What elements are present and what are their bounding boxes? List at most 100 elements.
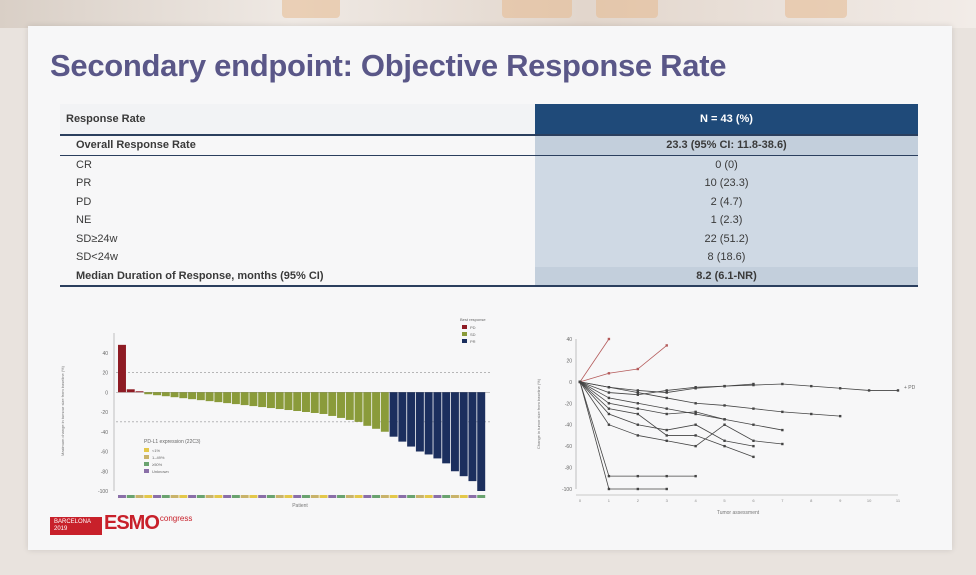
bar (284, 392, 293, 411)
bar (363, 392, 372, 426)
table-row: PD 2 (4.7) (60, 192, 918, 211)
table-row: SD<24w 8 (18.6) (60, 248, 918, 267)
logo-congress-text: congress (159, 514, 193, 523)
spider-chart: Change in tumor size from baseline (%)40… (536, 337, 916, 516)
x-tick-label: 9 (839, 498, 842, 503)
bar (205, 392, 214, 402)
pdl1-strip-cell (302, 495, 310, 498)
pdl1-strip-cell (407, 495, 416, 498)
bar (442, 392, 451, 464)
pdl1-strip-cell (293, 495, 302, 498)
bar (407, 392, 416, 447)
bar (275, 392, 284, 410)
series-point (607, 474, 611, 478)
bar (468, 392, 477, 482)
legend-title: Best response (460, 317, 486, 322)
pdl1-strip-cell (468, 495, 477, 498)
pdl1-strip-cell (266, 495, 275, 498)
series-point (636, 367, 640, 371)
bar (310, 392, 319, 413)
series-point (723, 384, 726, 388)
x-tick-label: 10 (867, 498, 872, 503)
header-label: Response Rate (60, 104, 535, 134)
table-row: Overall Response Rate 23.3 (95% CI: 11.8-… (60, 136, 918, 156)
bar (144, 392, 153, 395)
bar (328, 392, 337, 416)
series-point (607, 372, 611, 375)
pdl1-strip-cell (153, 495, 162, 498)
pdl1-strip-cell (188, 495, 197, 498)
x-tick-label: 6 (752, 498, 755, 503)
slide: Secondary endpoint: Objective Response R… (28, 26, 952, 550)
bar (266, 392, 275, 409)
pdl1-strip-cell (363, 495, 372, 498)
series-point (665, 428, 668, 432)
response-table: Response Rate N = 43 (%) Overall Respons… (60, 104, 918, 287)
series-point (723, 439, 726, 442)
series-point (636, 393, 640, 396)
inset-legend-swatch (144, 448, 149, 452)
series-point (694, 434, 697, 437)
row-label: CR (60, 155, 535, 174)
bar (214, 392, 223, 403)
row-value: 8 (18.6) (535, 248, 918, 267)
x-axis-label: Patient (292, 503, 308, 509)
bar (398, 392, 407, 442)
series-point (607, 402, 611, 405)
bar (424, 392, 433, 455)
series-point (665, 344, 668, 347)
bar (319, 392, 328, 414)
bar (477, 392, 486, 491)
table-row: Median Duration of Response, months (95%… (60, 266, 918, 287)
legend-label: PD (470, 325, 476, 330)
pdl1-strip-cell (337, 495, 346, 498)
pdl1-strip-cell (126, 495, 135, 498)
pdl1-strip-cell (380, 495, 389, 498)
y-tick-label: -20 (101, 410, 108, 416)
pdl1-strip-cell (459, 495, 468, 498)
row-label: SD<24w (60, 248, 535, 267)
legend-swatch (462, 332, 467, 336)
y-tick-label: -40 (101, 430, 108, 436)
table-row: CR 0 (0) (60, 155, 918, 174)
row-label: PR (60, 174, 535, 193)
pdl1-strip-cell (328, 495, 337, 498)
x-tick-label: 2 (637, 498, 640, 503)
bar (126, 389, 135, 393)
background-shape (785, 0, 847, 18)
spider-legend: + PD (904, 385, 916, 391)
row-value: 8.2 (6.1-NR) (535, 266, 918, 285)
series-line (579, 338, 610, 383)
pdl1-strip-cell (135, 495, 144, 498)
series-line (579, 381, 783, 447)
pdl1-strip-cell (275, 495, 284, 498)
y-tick-label: -100 (562, 487, 572, 493)
y-tick-label: 40 (566, 337, 572, 343)
y-tick-label: -80 (565, 466, 572, 472)
y-tick-label: -60 (101, 450, 108, 456)
background-shape (502, 0, 572, 18)
pdl1-strip-cell (433, 495, 442, 498)
pdl1-strip-cell (398, 495, 407, 498)
series-point (607, 396, 611, 400)
series-point (781, 382, 784, 386)
waterfall-chart: Maximum change in tumour size from basel… (60, 317, 490, 509)
bar (240, 392, 249, 406)
series-point (607, 391, 611, 394)
x-tick-label: 3 (666, 498, 669, 503)
series-point (636, 412, 640, 416)
series-line (579, 381, 696, 477)
x-tick-label: 0 (579, 498, 582, 503)
bar (179, 392, 188, 399)
series-line (579, 381, 898, 396)
bar (188, 392, 197, 400)
pdl1-strip-cell (319, 495, 328, 498)
series-point (694, 410, 697, 414)
series-point (781, 428, 784, 432)
row-value: 23.3 (95% CI: 11.8-38.6) (535, 136, 918, 155)
y-tick-label: 20 (102, 371, 108, 377)
series-point (636, 487, 640, 491)
inset-legend-title: PD-L1 expression (22C3) (144, 439, 201, 445)
series-point (665, 391, 668, 394)
x-tick-label: 1 (608, 498, 611, 503)
